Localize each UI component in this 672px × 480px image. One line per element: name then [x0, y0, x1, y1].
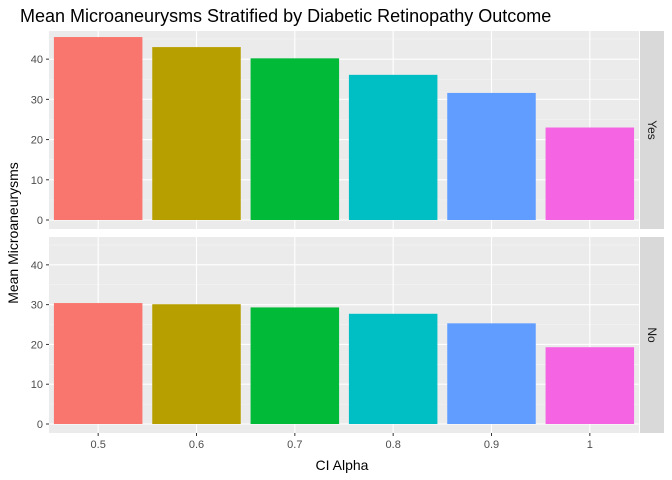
x-tick-label: 0.5 — [91, 439, 106, 451]
y-tick-label: 30 — [31, 300, 43, 312]
x-tick-label: 0.9 — [484, 439, 499, 451]
bar-no-1 — [545, 347, 635, 424]
y-tick-label: 0 — [37, 419, 43, 431]
panel-background — [49, 31, 639, 229]
bar-yes-0.6 — [152, 47, 241, 220]
y-tick-label: 30 — [31, 94, 43, 106]
bar-yes-0.8 — [348, 74, 438, 221]
y-tick-label: 40 — [31, 260, 43, 272]
facet-panels: 0 10 20 30 40 Yes 0 10 20 30 40 No — [31, 31, 664, 433]
bar-no-0.6 — [152, 304, 241, 424]
bar-no-0.9 — [447, 323, 536, 424]
facet-panel-no: 0 10 20 30 40 No — [31, 237, 664, 433]
y-tick-label: 10 — [31, 175, 43, 187]
y-tick-label: 40 — [31, 54, 43, 66]
bar-yes-0.9 — [447, 92, 536, 220]
y-tick-label: 20 — [31, 339, 43, 351]
bar-yes-1 — [545, 127, 635, 220]
facet-strip-label: Yes — [645, 120, 659, 140]
x-axis-title: CI Alpha — [316, 457, 369, 473]
x-tick-label: 0.7 — [287, 439, 302, 451]
chart-title: Mean Microaneurysms Stratified by Diabet… — [20, 6, 551, 26]
x-axis: 0.5 0.6 0.7 0.8 0.9 1 — [91, 433, 593, 451]
x-tick-label: 0.6 — [189, 439, 204, 451]
x-tick-label: 0.8 — [386, 439, 401, 451]
facet-strip-label: No — [645, 327, 659, 343]
panel-background — [49, 237, 639, 433]
bar-yes-0.5 — [53, 37, 143, 220]
y-axis-title: Mean Microaneurysms — [5, 162, 21, 304]
y-tick-label: 20 — [31, 135, 43, 147]
bar-no-0.8 — [348, 313, 438, 424]
bar-no-0.5 — [53, 303, 143, 424]
facet-strip — [640, 31, 664, 229]
x-tick-label: 1 — [587, 439, 593, 451]
bar-no-0.7 — [250, 307, 340, 424]
bar-yes-0.7 — [250, 58, 340, 220]
facet-panel-yes: 0 10 20 30 40 Yes — [31, 31, 664, 229]
facet-strip — [640, 237, 664, 433]
y-tick-label: 10 — [31, 379, 43, 391]
y-tick-label: 0 — [37, 215, 43, 227]
